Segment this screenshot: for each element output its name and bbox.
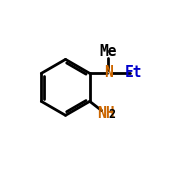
Text: NH: NH: [97, 106, 114, 121]
Text: Et: Et: [125, 65, 142, 80]
Text: 2: 2: [109, 108, 116, 121]
Text: Me: Me: [100, 44, 117, 59]
Text: N: N: [105, 65, 113, 80]
